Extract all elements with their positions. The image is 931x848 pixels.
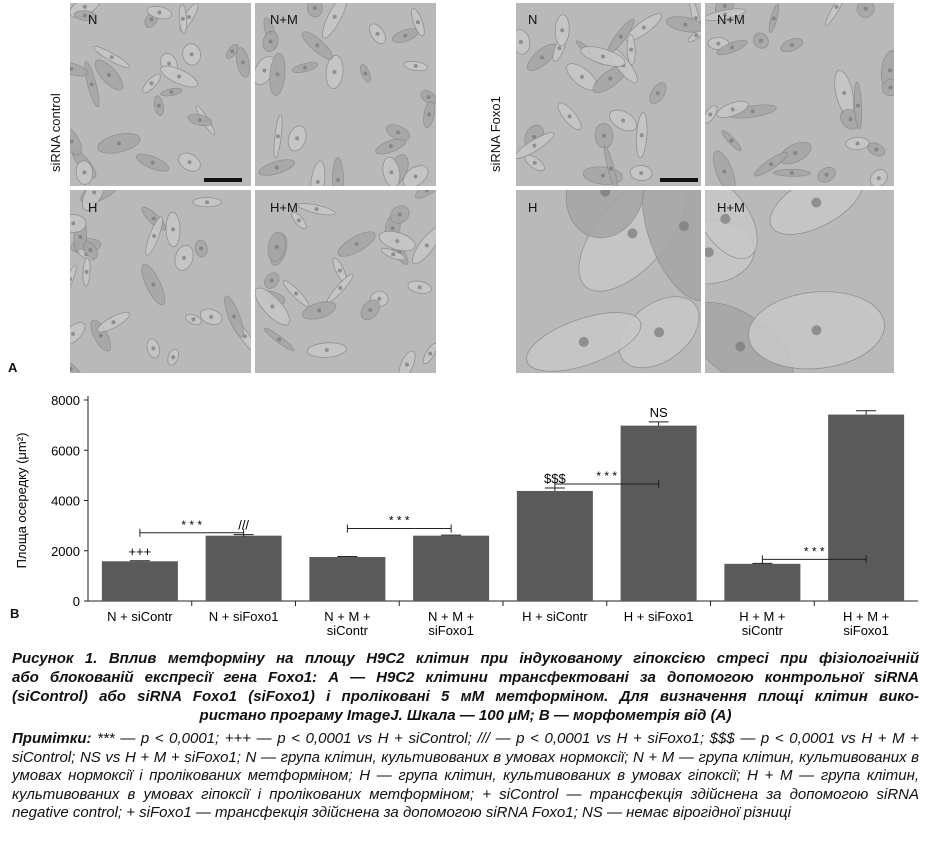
x-tick-label: N + M + — [324, 609, 370, 624]
bar-chart: Площа осередку (μm²) 0 2000 4000 6000 8000 +++… — [14, 393, 918, 638]
y-tick-label: 2000 — [51, 544, 80, 559]
bar-annotation: $$$ — [544, 471, 566, 486]
significance-label: * * * — [596, 469, 617, 483]
notes-text: *** — р < 0,0001; +++ — р < 0,0001 vs H … — [12, 730, 919, 821]
significance-label: * * * — [389, 514, 410, 528]
significance-label: * * * — [804, 544, 825, 558]
caption-line: або блокованій експресії гена Foxo1: А —… — [12, 669, 919, 686]
panel-letter-b: B — [10, 606, 20, 621]
micrograph-siControl-HM — [255, 190, 436, 373]
panel-label: H — [88, 200, 98, 215]
significance-label: * * * — [181, 518, 202, 532]
x-tick-label: H + M + — [843, 609, 889, 624]
x-tick-label: siFoxo1 — [428, 623, 474, 638]
figure-notes: Примітки: *** — р < 0,0001; +++ — р < 0,… — [12, 730, 919, 823]
panel-label: H — [528, 200, 538, 215]
bar — [205, 535, 282, 601]
x-tick-label: N + siFoxo1 — [209, 609, 279, 624]
x-tick-label: siContr — [327, 623, 369, 638]
bar-annotation: /// — [238, 518, 249, 533]
y-axis-label: Площа осередку (μm²) — [14, 433, 29, 569]
x-tick-label: siContr — [742, 623, 784, 638]
figure-caption: Рисунок 1. Вплив метформіну на площу H9C… — [12, 649, 919, 725]
figure-b-chart: Площа осередку (μm²) 0 2000 4000 6000 8000 +++… — [0, 380, 931, 650]
x-tick-label: H + siContr — [522, 609, 588, 624]
caption-line: Рисунок 1. Вплив метформіну на площу H9C… — [12, 650, 919, 667]
bar — [413, 535, 490, 601]
x-tick-label: N + M + — [428, 609, 474, 624]
bar — [516, 490, 593, 601]
bar — [724, 563, 801, 601]
y-tick-label: 4000 — [51, 494, 80, 509]
caption-line: (siControl) або siRNA Foxo1 (siFoxo1) і … — [12, 688, 919, 705]
panel-label: N+M — [270, 12, 298, 27]
bar — [309, 557, 386, 601]
scale-bar — [660, 178, 698, 182]
panel-label: N — [528, 12, 538, 27]
x-tick-label: N + siContr — [107, 609, 173, 624]
panel-label: N+M — [717, 12, 745, 27]
bar — [828, 414, 905, 601]
scale-bar — [204, 178, 242, 182]
y-tick-label: 6000 — [51, 443, 80, 458]
right-group-label: siRNA Foxo1 — [488, 96, 503, 172]
notes-prefix: Примітки: — [12, 730, 92, 747]
micrograph-siControl-N — [70, 3, 251, 186]
x-tick-label: siFoxo1 — [843, 623, 889, 638]
micrograph-siFoxo1-NM — [705, 3, 894, 186]
caption-line: ристано програму ImageJ. Шкала — 100 μM;… — [199, 707, 732, 724]
y-tick-label: 8000 — [51, 393, 80, 408]
bar-annotation: NS — [650, 405, 668, 420]
panel-letter-a: A — [8, 360, 18, 375]
bar — [101, 561, 178, 601]
left-group-label: siRNA control — [48, 93, 63, 172]
panel-label: H+M — [717, 200, 745, 215]
bar-annotation: +++ — [128, 544, 151, 559]
micrograph-siFoxo1-H — [516, 190, 701, 373]
panel-label: H+M — [270, 200, 298, 215]
micrograph-siFoxo1-N — [516, 3, 701, 186]
micrograph-siFoxo1-HM — [705, 190, 894, 373]
micrograph-siControl-NM — [255, 3, 436, 186]
x-tick-label: H + M + — [739, 609, 785, 624]
y-tick-label: 0 — [73, 594, 80, 609]
bar — [620, 425, 697, 601]
panel-label: N — [88, 12, 98, 27]
x-tick-label: H + siFoxo1 — [624, 609, 694, 624]
micrograph-siControl-H — [70, 190, 251, 373]
